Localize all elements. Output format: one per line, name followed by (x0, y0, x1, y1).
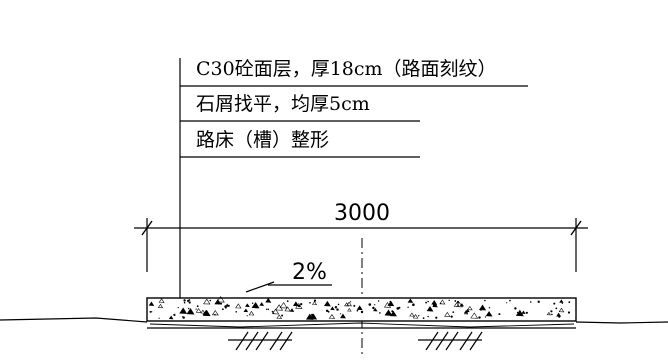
layer-callouts: C30砼面层，厚18cm（路面刻纹） 石屑找平，均厚5cm 路床（槽）整形 (180, 58, 528, 158)
layer-label-subgrade: 路床（槽）整形 (196, 129, 329, 151)
dimension-tick-left (141, 220, 153, 236)
slope-arrow-icon (245, 281, 275, 293)
width-dimension: 3000 (134, 201, 588, 272)
dimension-tick-right (570, 220, 582, 236)
concrete-aggregate-hatch (148, 296, 571, 320)
slope-indicator: 2% (245, 260, 332, 293)
base-course-lines (149, 322, 575, 328)
slope-value: 2% (292, 260, 327, 285)
earth-hatch-left (228, 331, 293, 351)
dimension-value: 3000 (334, 201, 390, 226)
layer-label-surface: C30砼面层，厚18cm（路面刻纹） (196, 58, 497, 80)
layer-label-leveling: 石屑找平，均厚5cm (196, 93, 370, 115)
ground-line (0, 317, 668, 324)
earth-hatch-right (418, 331, 483, 351)
